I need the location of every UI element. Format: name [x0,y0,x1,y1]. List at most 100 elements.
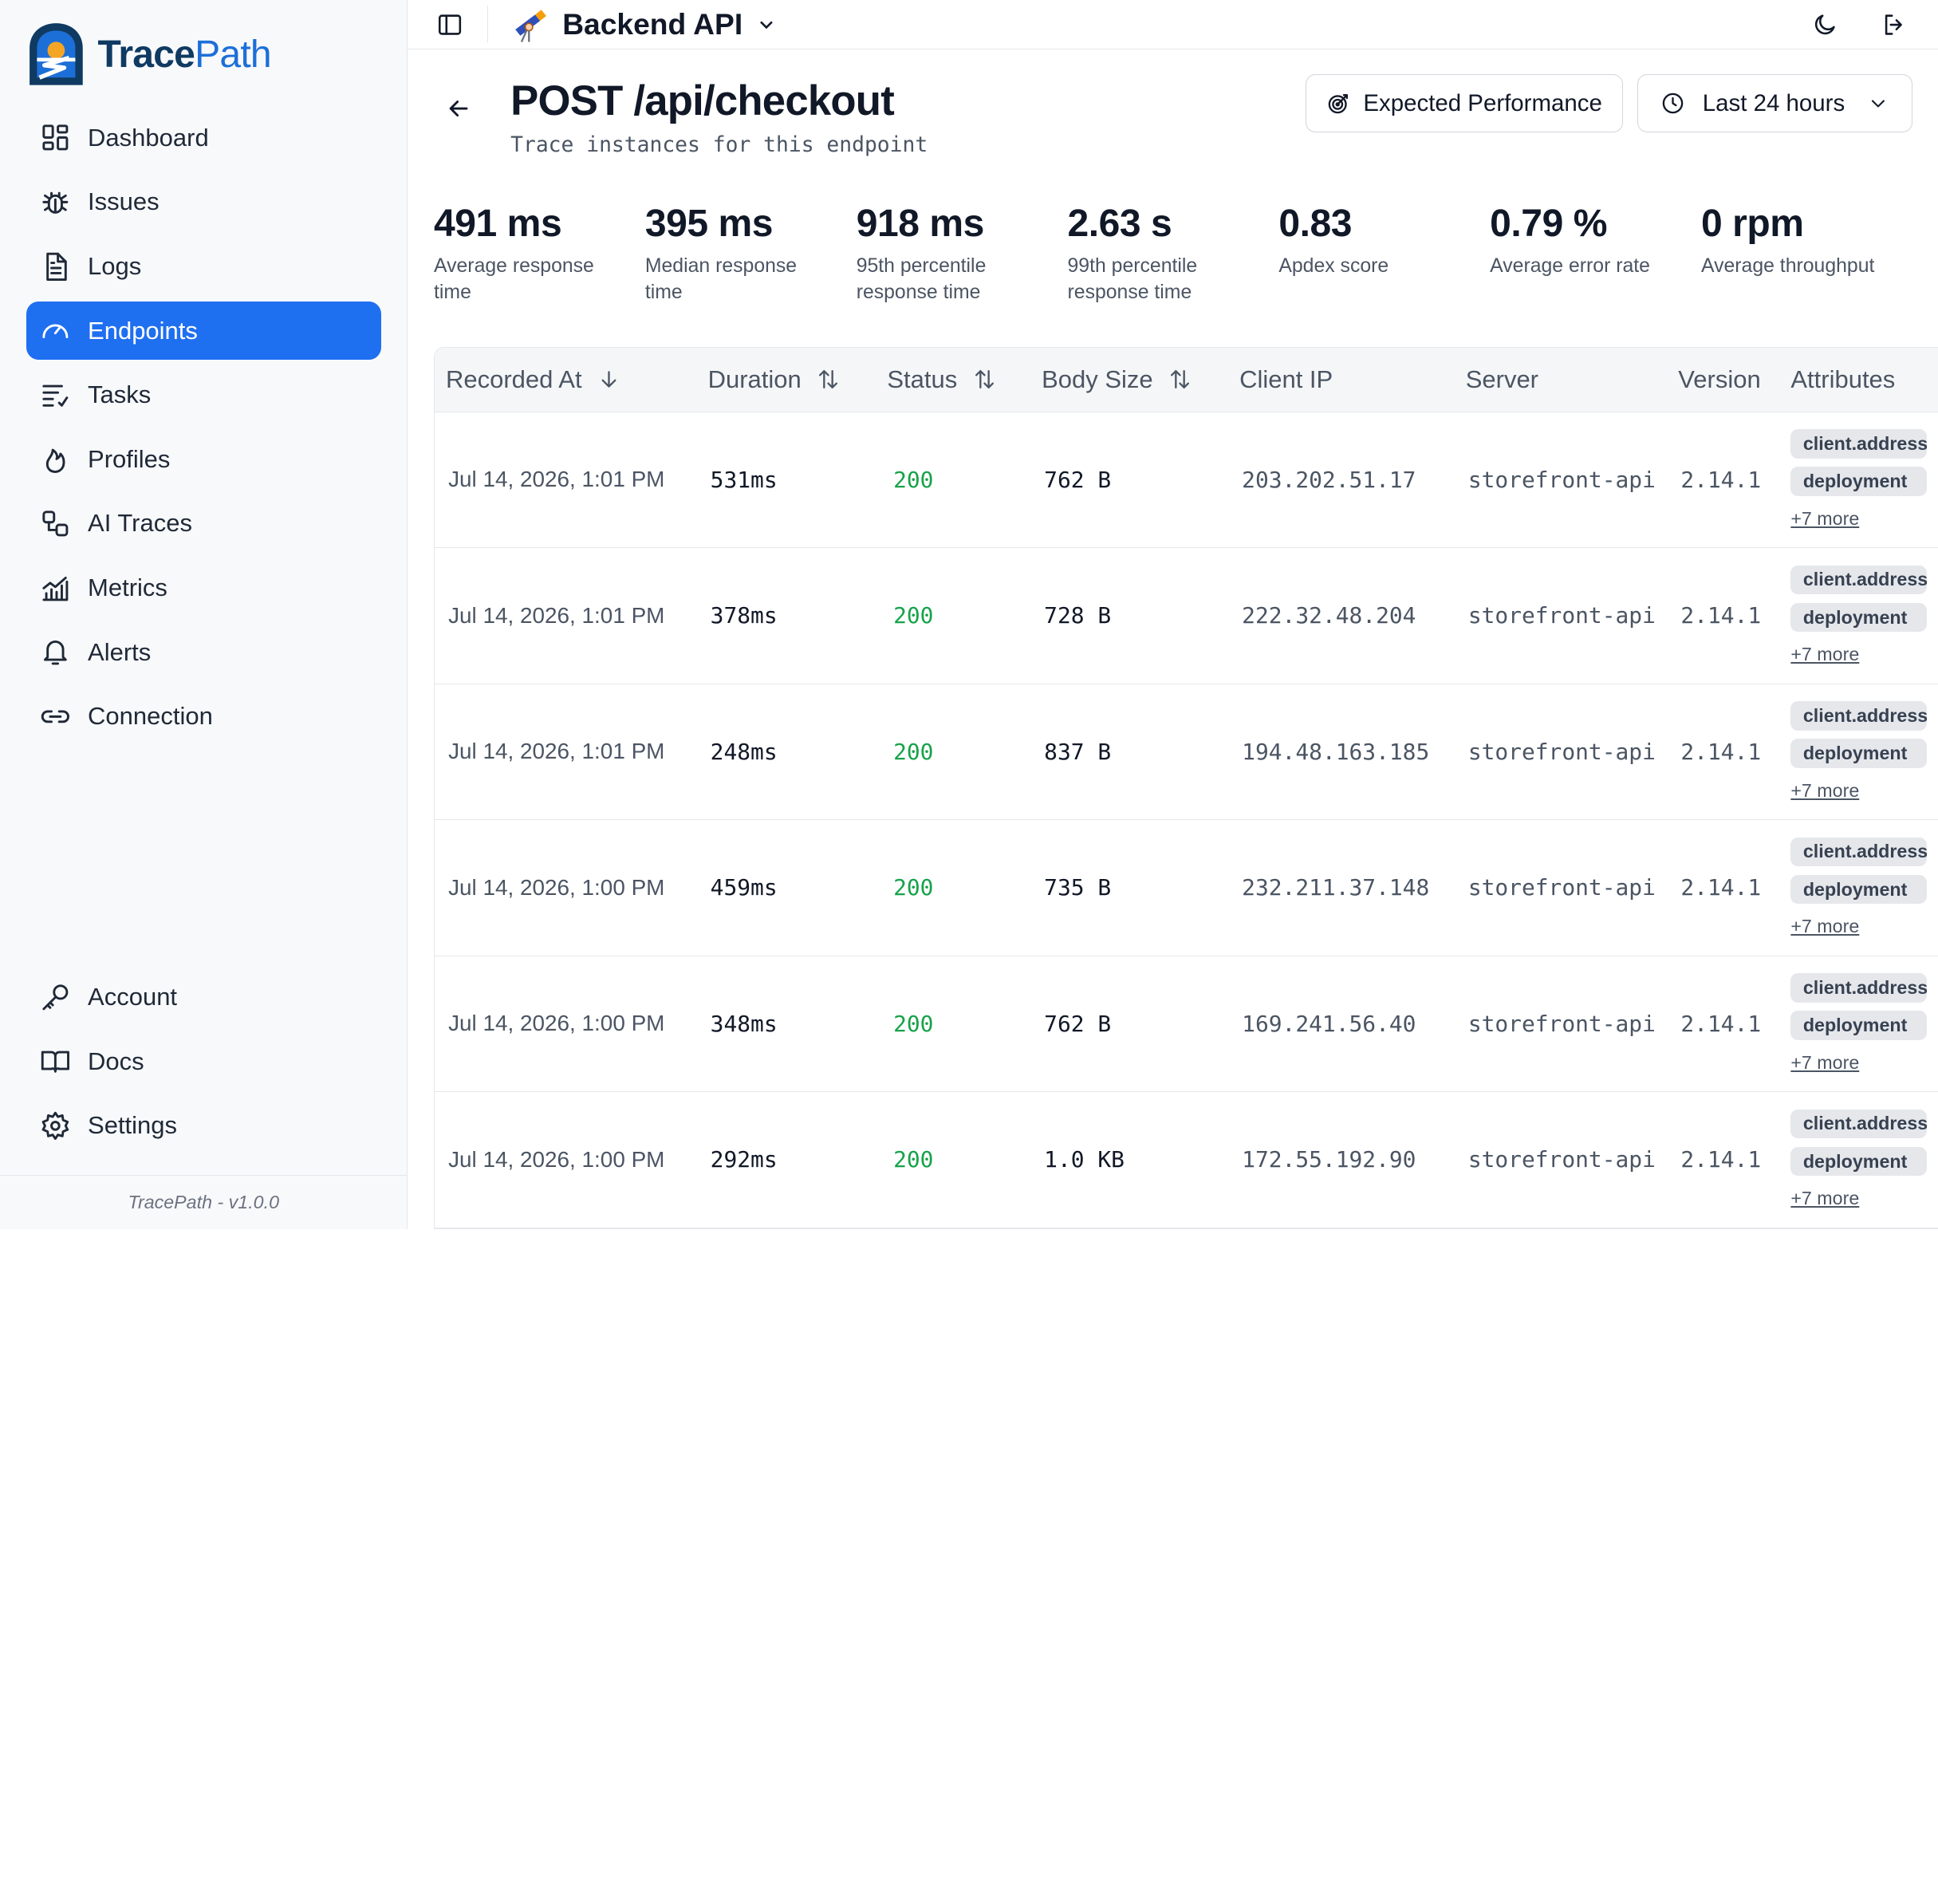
more-attributes-link[interactable]: +7 more [1790,1188,1860,1209]
nav-item-metrics[interactable]: Metrics [26,559,381,617]
stat-label: Average throughput [1701,255,1875,278]
telescope-icon [515,9,547,42]
document-icon [45,252,67,281]
attribute-chip[interactable]: client.address [1790,701,1927,731]
attribute-chip[interactable]: client.address [1790,973,1927,1003]
gauge-icon [41,324,68,339]
book-icon [41,1051,69,1074]
nav-label: Docs [88,1047,144,1075]
more-attributes-link[interactable]: +7 more [1790,1051,1860,1073]
cell-status: 200 [893,466,934,493]
nav-item-ai-traces[interactable]: AI Traces [26,495,381,553]
table-row[interactable]: Jul 14, 2026, 1:00 PM 459ms 200 735 B 23… [435,820,1938,956]
cell-body-size: 1.0 KB [1044,1146,1125,1173]
table-row[interactable]: Jul 14, 2026, 1:01 PM 248ms 200 837 B 19… [435,684,1938,820]
col-duration[interactable]: Duration [697,348,876,412]
stat-value: 0 rpm [1701,203,1804,246]
stat-value: 918 ms [856,203,985,246]
endpoint-detail: POST /api/checkout Trace instances for t… [408,49,1938,1229]
cell-client-ip: 194.48.163.185 [1242,738,1430,765]
project-switcher[interactable]: Backend API [510,5,777,45]
more-attributes-link[interactable]: +7 more [1790,644,1860,665]
cell-status: 200 [893,1146,934,1173]
arrow-left-icon [449,101,468,117]
main-nav: Dashboard Issues Logs Endpoints Tasks Pr… [0,108,407,745]
attribute-chip[interactable]: client.address [1790,429,1927,459]
more-attributes-link[interactable]: +7 more [1790,779,1860,801]
chevron-down-icon [1871,99,1885,108]
cell-server: storefront-api [1467,1010,1656,1037]
app-root: TracePath Dashboard Issues Logs Endpoint… [0,0,1938,1229]
nav-item-issues[interactable]: Issues [26,173,381,231]
page-subtitle: Trace instances for this endpoint [510,133,928,158]
attribute-chip[interactable]: deployment [1790,874,1927,905]
brand[interactable]: TracePath [0,0,407,108]
theme-toggle-button[interactable] [1805,5,1845,45]
attribute-chip[interactable]: deployment [1790,1146,1927,1177]
cell-version: 2.14.1 [1680,874,1762,901]
workflow-icon [41,510,68,537]
attribute-chip[interactable]: deployment [1790,602,1927,633]
nav-label: Endpoints [88,316,198,345]
table-row[interactable]: Jul 14, 2026, 1:00 PM 348ms 200 762 B 16… [435,956,1938,1092]
nav-item-profiles[interactable]: Profiles [26,430,381,488]
time-range-select[interactable]: Last 24 hours [1637,74,1912,132]
table-row[interactable]: Jul 14, 2026, 1:01 PM 531ms 200 762 B 20… [435,412,1938,548]
cell-version: 2.14.1 [1680,602,1762,629]
col-recorded-at[interactable]: Recorded At [435,348,697,412]
logo-icon [30,23,83,85]
cell-client-ip: 222.32.48.204 [1242,602,1416,629]
attribute-chip[interactable]: deployment [1790,1011,1927,1040]
stat-error-rate: 0.79 % Average error rate [1490,199,1701,306]
nav-label: Logs [88,252,142,280]
expected-performance-button[interactable]: Expected Performance [1306,74,1623,132]
attribute-chip[interactable]: client.address [1790,1109,1927,1139]
back-button[interactable] [434,84,483,133]
nav-label: Metrics [88,573,167,601]
cell-body-size: 762 B [1044,1010,1112,1037]
stat-label: Average error rate [1490,255,1650,278]
nav-item-docs[interactable]: Docs [26,1032,381,1090]
nav-item-logs[interactable]: Logs [26,238,381,296]
cell-duration: 378ms [710,602,778,629]
nav-item-connection[interactable]: Connection [26,688,381,746]
col-client-ip: Client IP [1239,365,1333,393]
project-name: Backend API [562,7,743,41]
more-attributes-link[interactable]: +7 more [1790,507,1860,529]
cell-status: 200 [893,738,934,765]
col-version: Version [1678,365,1761,393]
logout-button[interactable] [1874,5,1914,45]
sort-icon [1171,370,1190,389]
version-footer: TracePath - v1.0.0 [0,1174,408,1229]
nav-item-dashboard[interactable]: Dashboard [26,108,381,167]
stat-median-response: 395 ms Median response time [645,199,857,306]
attribute-chip[interactable]: deployment [1790,467,1927,496]
nav-item-tasks[interactable]: Tasks [26,366,381,424]
stat-avg-response: 491 ms Average response time [434,199,645,306]
table-row[interactable]: Jul 14, 2026, 1:00 PM 292ms 200 1.0 KB 1… [435,1092,1938,1228]
attribute-chip[interactable]: deployment [1790,739,1927,768]
cell-client-ip: 172.55.192.90 [1242,1146,1416,1173]
cell-recorded-at: Jul 14, 2026, 1:00 PM [448,874,665,900]
nav-item-settings[interactable]: Settings [26,1097,381,1155]
cell-version: 2.14.1 [1680,1146,1762,1173]
attribute-chip[interactable]: client.address [1790,565,1927,595]
cell-status: 200 [893,874,934,901]
stat-apdex: 0.83 Apdex score [1278,199,1490,306]
toggle-sidebar-button[interactable] [430,5,470,45]
cell-version: 2.14.1 [1680,738,1762,765]
more-attributes-link[interactable]: +7 more [1790,916,1860,937]
nav-item-endpoints[interactable]: Endpoints [26,302,381,361]
cell-duration: 292ms [710,1146,778,1173]
time-range-label: Last 24 hours [1702,89,1845,116]
cell-client-ip: 232.211.37.148 [1242,874,1430,901]
cell-recorded-at: Jul 14, 2026, 1:00 PM [448,1011,665,1036]
cell-body-size: 735 B [1044,874,1112,901]
table-row[interactable]: Jul 14, 2026, 1:01 PM 378ms 200 728 B 22… [435,548,1938,684]
col-body-size[interactable]: Body Size [1030,348,1228,412]
col-status[interactable]: Status [876,348,1030,412]
topbar: Backend API [408,0,1938,50]
nav-item-alerts[interactable]: Alerts [26,623,381,681]
nav-item-account[interactable]: Account [26,968,381,1027]
attribute-chip[interactable]: client.address [1790,837,1927,867]
